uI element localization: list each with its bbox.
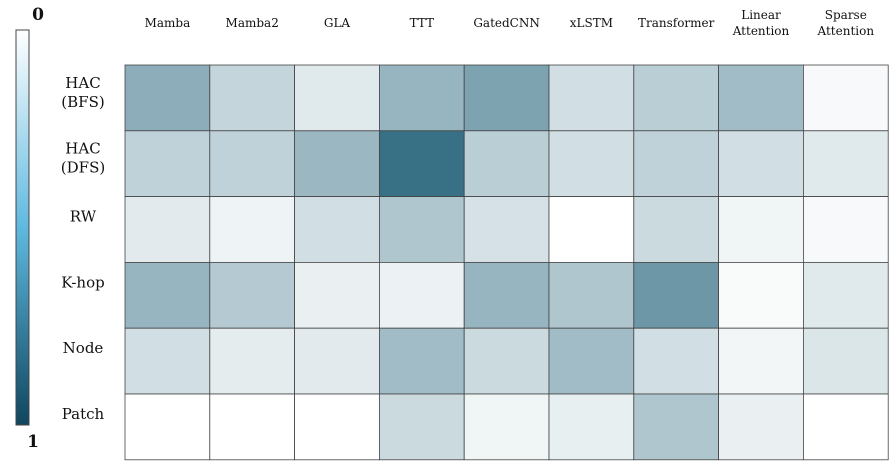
heatmap-cell — [294, 261, 380, 329]
heatmap-cell — [803, 261, 889, 329]
row-label: Node — [63, 339, 104, 357]
column-label: xLSTM — [570, 16, 613, 30]
heatmap-cell — [378, 261, 465, 329]
heatmap-cell — [633, 64, 719, 132]
column-label: Linear Attention — [732, 8, 790, 38]
column-label: Transformer — [638, 16, 715, 30]
heatmap-cell — [548, 393, 635, 461]
heatmap-cell — [718, 64, 804, 132]
colorbar — [15, 29, 30, 426]
column-label: GatedCNN — [473, 16, 540, 30]
heatmap-cell — [378, 64, 465, 132]
heatmap-cell — [209, 130, 296, 198]
row-label: RW — [70, 208, 97, 226]
column-label: Mamba2 — [226, 16, 279, 30]
heatmap-cell — [548, 130, 635, 198]
heatmap-cell — [718, 393, 804, 461]
heatmap-cell — [803, 393, 889, 461]
column-label: GLA — [324, 16, 351, 30]
heatmap-cell — [294, 196, 380, 263]
heatmap-cell — [209, 64, 296, 132]
heatmap-cell — [463, 327, 550, 395]
heatmap-cell — [633, 393, 719, 461]
heatmap-cell — [463, 261, 550, 329]
column-label: TTT — [410, 16, 434, 30]
heatmap-cell — [209, 327, 296, 395]
heatmap-cell — [633, 327, 719, 395]
heatmap-cell — [718, 130, 804, 198]
heatmap-cell — [294, 130, 380, 198]
heatmap-cell — [633, 261, 719, 329]
heatmap-cell — [548, 64, 635, 132]
heatmap-cell — [294, 64, 380, 132]
heatmap-cell — [803, 130, 889, 198]
heatmap-cell — [718, 261, 804, 329]
heatmap-cell — [633, 196, 719, 263]
heatmap-cell — [548, 261, 635, 329]
heatmap-cell — [718, 327, 804, 395]
heatmap-cell — [633, 130, 719, 198]
heatmap-cell — [463, 196, 550, 263]
heatmap-cell — [463, 64, 550, 132]
heatmap-cell — [803, 327, 889, 395]
heatmap-cell — [463, 130, 550, 198]
heatmap-cell — [378, 393, 465, 461]
heatmap-cell — [124, 393, 211, 461]
heatmap-cell — [378, 196, 465, 263]
heatmap-cell — [378, 327, 465, 395]
column-label: Mamba — [145, 16, 191, 30]
heatmap-cell — [124, 261, 211, 329]
heatmap-cell — [124, 130, 211, 198]
row-label: Patch — [62, 405, 105, 423]
colorbar-min-label: 0 — [32, 5, 44, 25]
heatmap-cell — [209, 261, 296, 329]
heatmap-cell — [463, 393, 550, 461]
heatmap-cell — [548, 196, 635, 263]
heatmap-cell — [209, 393, 296, 461]
heatmap-cell — [378, 130, 465, 198]
heatmap-cell — [124, 327, 211, 395]
heatmap-cell — [209, 196, 296, 263]
heatmap-cell — [294, 327, 380, 395]
row-label: K-hop — [61, 273, 104, 291]
heatmap-cell — [124, 64, 211, 132]
heatmap-cell — [548, 327, 635, 395]
row-label: HAC (BFS) — [61, 74, 104, 111]
heatmap-cell — [803, 64, 889, 132]
heatmap-cell — [718, 196, 804, 263]
heatmap-cell — [124, 196, 211, 263]
colorbar-max-label: 1 — [27, 432, 39, 452]
heatmap-cell — [294, 393, 380, 461]
heatmap-cell — [803, 196, 889, 263]
column-label: Sparse Attention — [817, 8, 875, 38]
row-label: HAC (DFS) — [61, 140, 105, 177]
